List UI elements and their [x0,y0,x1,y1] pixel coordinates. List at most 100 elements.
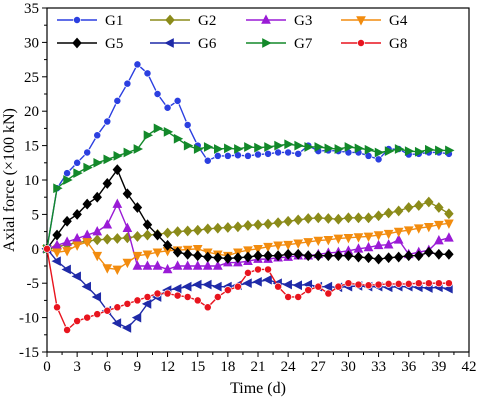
data-point [394,144,405,154]
data-point [233,252,243,264]
data-point [183,121,192,129]
legend-marker [73,16,81,24]
x-tick-label: 15 [190,359,205,375]
data-point [71,271,81,282]
data-point [113,303,122,312]
data-point [333,250,344,262]
data-point [403,226,414,236]
data-point [173,133,184,144]
data-point [132,260,143,270]
series-g1 [43,60,453,253]
y-tick-label: 30 [24,35,39,51]
data-point [233,221,243,233]
data-point [373,210,384,222]
data-point [83,148,92,157]
data-point [284,293,293,301]
data-point [384,279,393,288]
data-point [243,251,253,263]
x-tick-label: 33 [371,359,386,375]
data-point [192,244,203,255]
data-point [153,123,164,134]
data-point [353,233,364,243]
data-point [303,213,313,224]
data-point [434,279,443,288]
data-point [322,281,333,292]
data-point [254,142,264,153]
data-point [93,131,102,140]
data-point [62,247,72,257]
data-point [182,281,192,292]
data-point [264,142,274,152]
data-point [172,226,183,238]
data-point [433,220,444,231]
data-point [153,289,162,298]
y-tick-label: -10 [19,311,39,327]
data-point [143,130,154,141]
data-point [43,244,51,253]
data-point [323,213,334,224]
data-point [373,239,384,250]
data-point [425,144,435,155]
data-point [102,264,113,274]
data-point [294,293,303,301]
legend-marker [165,14,175,26]
data-point [414,146,425,157]
data-point [363,212,374,224]
data-point [283,248,293,260]
data-point [51,256,61,267]
series-g8 [43,244,453,334]
data-point [363,241,374,252]
legend-item-g6: G6 [150,36,217,52]
x-tick-label: 0 [43,359,51,375]
y-tick-label: 20 [24,104,39,120]
x-tick-label: 39 [431,359,446,375]
data-point [284,139,294,150]
data-point [142,219,153,231]
data-point [153,90,162,98]
data-point [293,248,303,260]
data-point [214,144,224,154]
data-point [102,233,113,245]
data-point [203,156,212,165]
x-tick-label: 36 [401,359,417,375]
legend-label: G8 [389,36,407,52]
data-point [163,103,172,112]
data-point [111,318,122,328]
data-point [253,244,263,255]
data-point [91,292,102,302]
data-point [434,202,444,213]
data-point [354,143,365,154]
data-point [123,299,132,308]
x-tick-label: 12 [160,359,175,375]
legend-marker [72,37,82,49]
legend-marker [357,39,365,47]
legend-label: G3 [294,13,312,29]
y-tick-label: 5 [32,207,40,223]
data-point [203,142,214,152]
data-point [103,154,113,165]
data-point [343,250,354,262]
data-point [203,303,212,312]
data-point [294,140,304,151]
data-point [72,241,83,251]
data-point [254,150,262,159]
x-tick-label: 42 [462,359,477,375]
data-point [112,164,123,176]
data-point [93,157,103,168]
x-tick-label: 6 [104,359,112,375]
data-point [414,279,423,288]
x-tick-label: 9 [134,359,142,375]
data-point [424,246,434,258]
data-point [254,265,262,274]
legend-item-g5: G5 [57,36,123,52]
data-point [334,144,344,154]
data-point [294,149,303,158]
y-axis-title: Axial force (×100 kN) [1,108,18,252]
data-point [192,250,203,262]
legend-label: G1 [105,13,123,29]
data-point [183,140,194,151]
data-point [423,222,434,233]
data-point [324,143,334,154]
data-point [53,183,63,194]
